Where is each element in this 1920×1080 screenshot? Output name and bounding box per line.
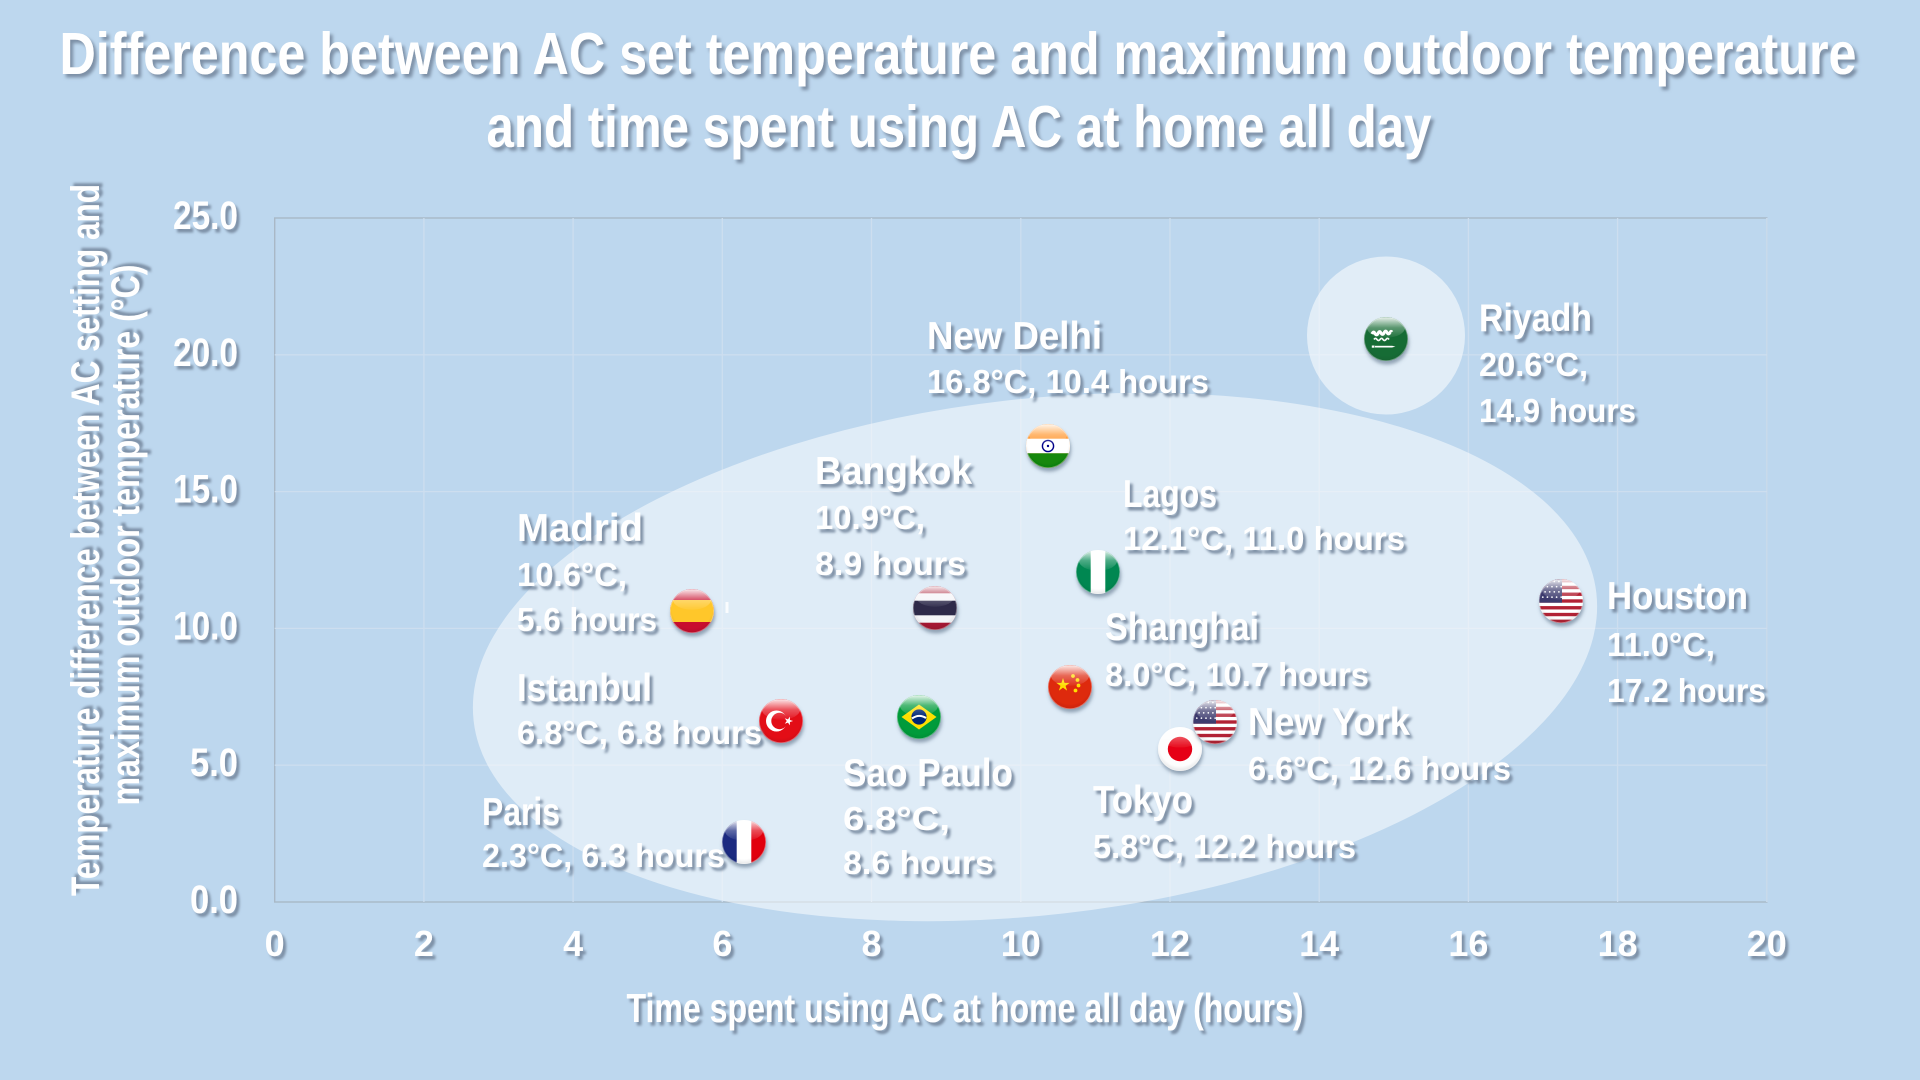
svg-text:New Delhi: New Delhi bbox=[927, 315, 1102, 358]
svg-text:17.2 hours: 17.2 hours bbox=[1607, 672, 1766, 709]
svg-text:10: 10 bbox=[1001, 923, 1041, 964]
svg-text:20: 20 bbox=[1747, 923, 1787, 964]
svg-text:20.6°C,: 20.6°C, bbox=[1479, 346, 1588, 383]
svg-text:Lagos: Lagos bbox=[1123, 473, 1217, 516]
svg-text:12.1°C, 11.0 hours: 12.1°C, 11.0 hours bbox=[1123, 520, 1405, 557]
svg-text:16.8°C, 10.4 hours: 16.8°C, 10.4 hours bbox=[927, 363, 1209, 400]
svg-text:Tokyo: Tokyo bbox=[1093, 779, 1193, 822]
svg-text:12: 12 bbox=[1150, 923, 1190, 964]
svg-text:6.8°C,: 6.8°C, bbox=[843, 800, 950, 837]
svg-text:6.8°C, 6.8 hours: 6.8°C, 6.8 hours bbox=[517, 714, 762, 751]
svg-text:maximum outdoor temperature (°: maximum outdoor temperature (°C) bbox=[104, 265, 148, 806]
svg-text:Madrid: Madrid bbox=[517, 507, 643, 550]
svg-text:14: 14 bbox=[1299, 923, 1339, 964]
svg-text:8.9 hours: 8.9 hours bbox=[815, 545, 966, 582]
svg-text:5.0: 5.0 bbox=[190, 741, 238, 785]
svg-text:15.0: 15.0 bbox=[173, 468, 238, 512]
svg-text:Bangkok: Bangkok bbox=[815, 450, 972, 493]
svg-text:18: 18 bbox=[1598, 923, 1638, 964]
svg-text:16: 16 bbox=[1448, 923, 1488, 964]
svg-text:Difference between AC set temp: Difference between AC set temperature an… bbox=[60, 21, 1857, 87]
svg-text:Paris: Paris bbox=[482, 791, 560, 834]
svg-text:0.0: 0.0 bbox=[190, 878, 238, 922]
svg-text:Houston: Houston bbox=[1607, 575, 1748, 618]
svg-text:6: 6 bbox=[712, 923, 732, 964]
svg-text:0: 0 bbox=[265, 923, 285, 964]
svg-text:Temperature difference between: Temperature difference between AC settin… bbox=[64, 184, 108, 896]
svg-text:11.0°C,: 11.0°C, bbox=[1607, 626, 1715, 663]
svg-text:8.6 hours: 8.6 hours bbox=[843, 844, 994, 881]
svg-text:10.6°C,: 10.6°C, bbox=[517, 556, 627, 593]
svg-text:8.0°C, 10.7 hours: 8.0°C, 10.7 hours bbox=[1105, 656, 1369, 693]
svg-text:10.9°C,: 10.9°C, bbox=[815, 499, 925, 536]
svg-text:6.6°C, 12.6 hours: 6.6°C, 12.6 hours bbox=[1248, 750, 1511, 787]
svg-text:20.0: 20.0 bbox=[173, 331, 238, 375]
svg-text:25.0: 25.0 bbox=[173, 194, 238, 238]
svg-text:and time spent using AC at hom: and time spent using AC at home all day bbox=[487, 94, 1432, 160]
svg-text:Time spent using AC at home al: Time spent using AC at home all day (hou… bbox=[627, 985, 1304, 1031]
svg-text:5.6 hours: 5.6 hours bbox=[517, 601, 657, 638]
svg-text:2: 2 bbox=[414, 923, 434, 964]
svg-text:Riyadh: Riyadh bbox=[1479, 297, 1592, 340]
svg-text:Sao Paulo: Sao Paulo bbox=[843, 752, 1013, 795]
svg-text:10.0: 10.0 bbox=[173, 604, 238, 648]
svg-text:14.9 hours: 14.9 hours bbox=[1479, 392, 1636, 429]
svg-text:2.3°C, 6.3 hours: 2.3°C, 6.3 hours bbox=[482, 837, 725, 874]
svg-text:New York: New York bbox=[1248, 701, 1410, 744]
svg-text:Istanbul: Istanbul bbox=[517, 667, 652, 710]
svg-text:Shanghai: Shanghai bbox=[1105, 606, 1259, 649]
svg-text:8: 8 bbox=[862, 923, 882, 964]
svg-text:4: 4 bbox=[563, 923, 583, 964]
svg-text:5.8°C, 12.2 hours: 5.8°C, 12.2 hours bbox=[1093, 828, 1356, 865]
